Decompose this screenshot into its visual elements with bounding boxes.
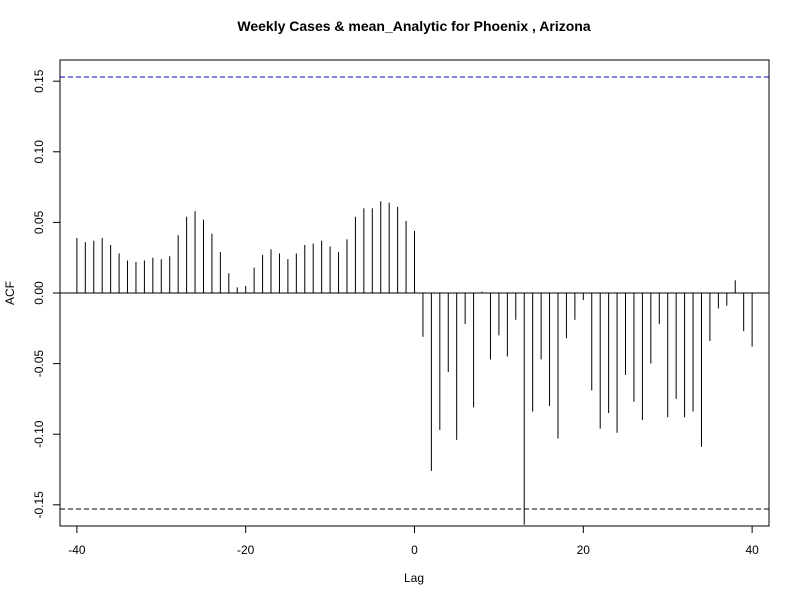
x-tick-label: -20: [237, 543, 255, 557]
y-tick-label: -0.15: [32, 491, 46, 519]
chart-title: Weekly Cases & mean_Analytic for Phoenix…: [237, 18, 590, 34]
y-tick-label: -0.05: [32, 350, 46, 378]
y-tick-label: -0.10: [32, 420, 46, 448]
y-axis: -0.15 -0.10 -0.05 0.00 0.05 0.10 0.15: [32, 69, 61, 519]
y-tick-label: 0.05: [32, 210, 46, 234]
x-tick-label: 40: [745, 543, 759, 557]
x-axis: -40 -20 0 20 40: [68, 525, 759, 557]
x-tick-label: -40: [68, 543, 86, 557]
y-tick-label: 0.00: [32, 281, 46, 305]
x-tick-label: 20: [577, 543, 591, 557]
acf-bars: [76, 201, 753, 525]
y-tick-label: 0.10: [32, 140, 46, 164]
y-tick-label: 0.15: [32, 69, 46, 93]
y-axis-label: ACF: [3, 281, 17, 305]
x-axis-label: Lag: [404, 571, 424, 585]
x-tick-label: 0: [411, 543, 418, 557]
